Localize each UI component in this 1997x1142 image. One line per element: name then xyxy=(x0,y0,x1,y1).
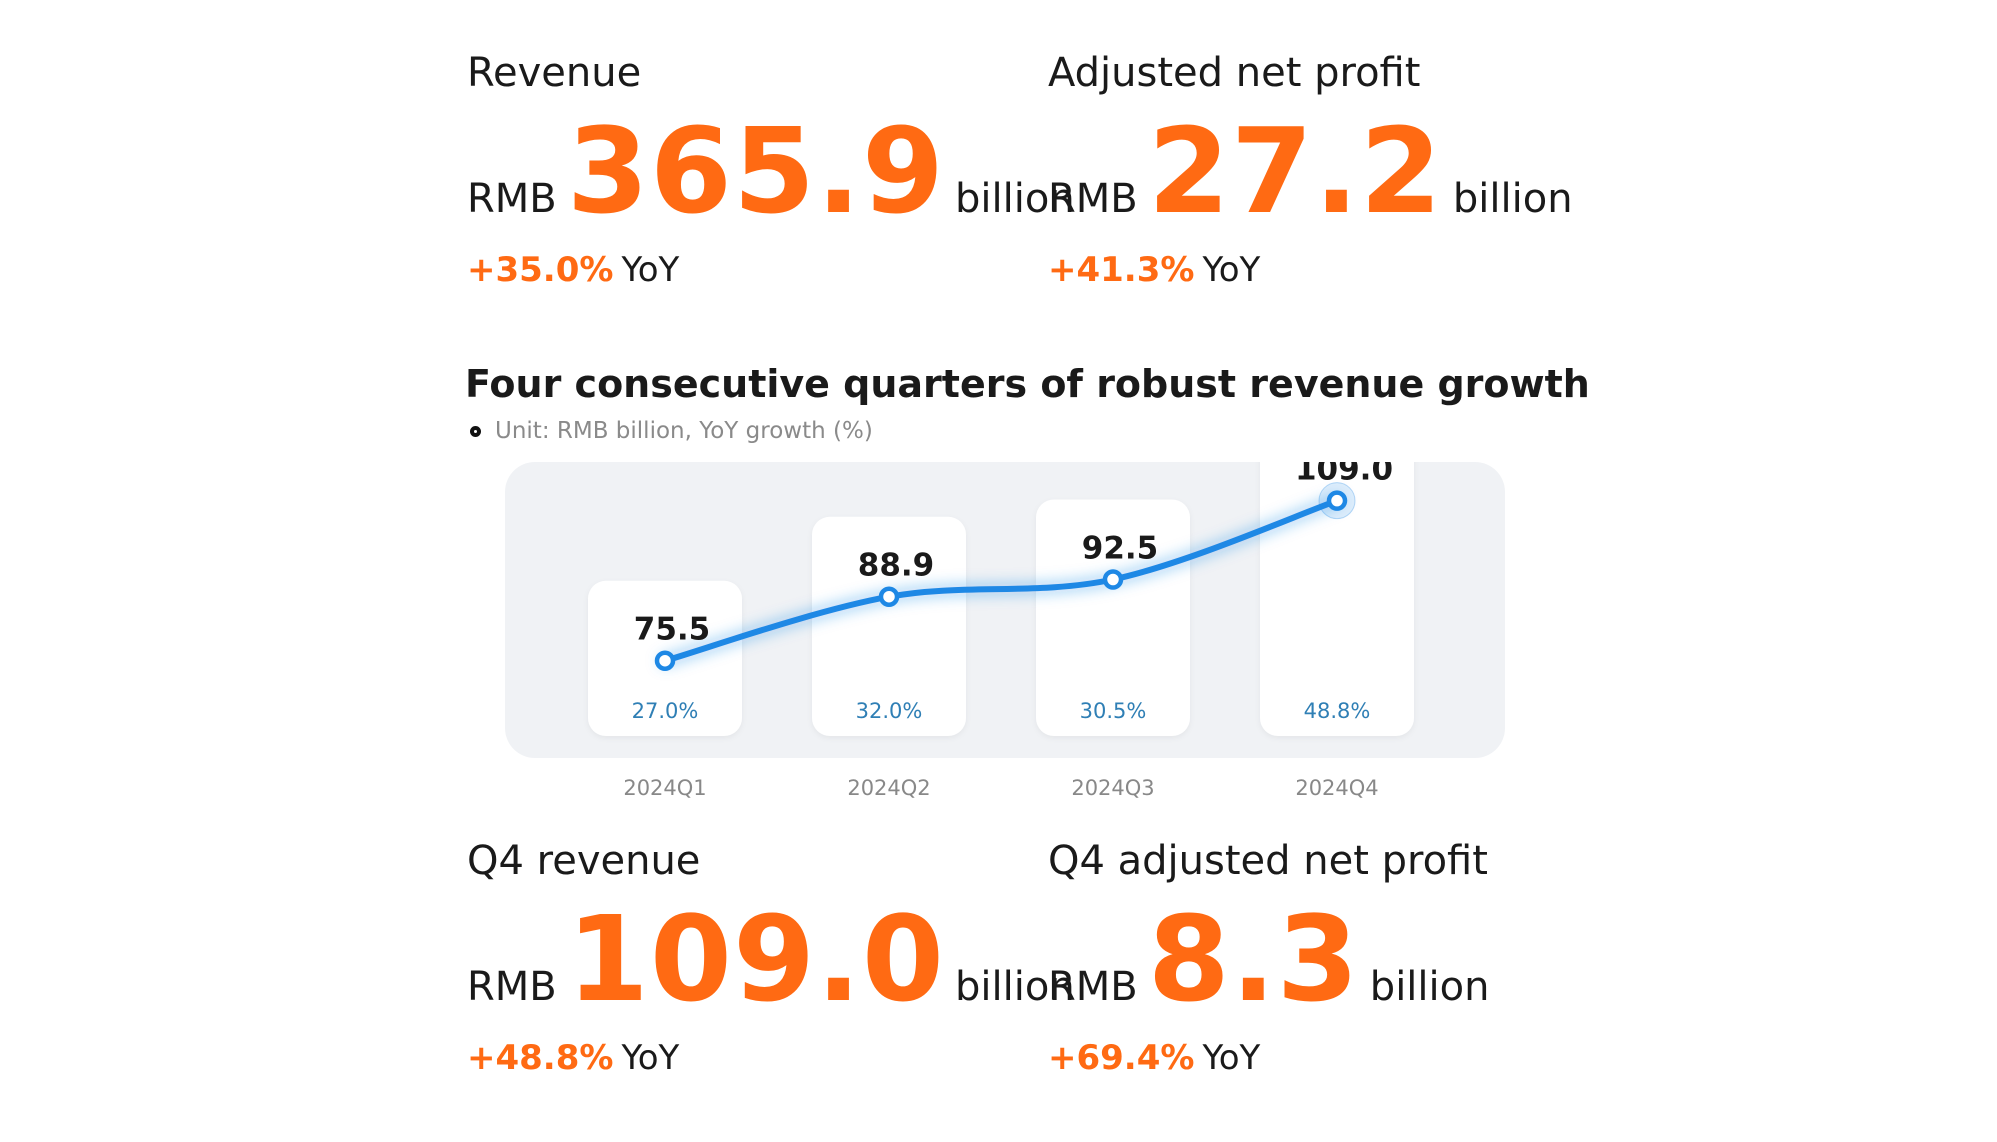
growth-label: 27.0% xyxy=(632,699,699,723)
data-point xyxy=(1326,490,1348,511)
growth-label: 30.5% xyxy=(1080,699,1147,723)
data-point xyxy=(654,650,676,671)
currency-prefix: RMB xyxy=(467,176,557,222)
series-line xyxy=(662,497,1340,664)
metric-value-row: RMB 27.2 billion xyxy=(1048,102,1573,240)
yoy-row: +69.4% YoY xyxy=(1048,1038,1260,1078)
metric-value-row: RMB 365.9 billion xyxy=(467,102,1075,240)
yoy-value: +35.0% xyxy=(467,250,614,290)
metric-value-row: RMB 109.0 billion xyxy=(467,890,1075,1028)
unit-suffix: billion xyxy=(1452,176,1573,222)
metric-label: Revenue xyxy=(467,50,642,96)
growth-label: 48.8% xyxy=(1304,699,1371,723)
x-tick-label: 2024Q2 xyxy=(847,776,930,800)
metric-label: Q4 adjusted net profit xyxy=(1048,838,1488,884)
unit-suffix: billion xyxy=(955,964,1075,1010)
metric-value: 365.9 xyxy=(566,102,945,240)
growth-label: 32.0% xyxy=(856,699,923,723)
metric-value: 109.0 xyxy=(566,890,945,1028)
x-tick-label: 2024Q4 xyxy=(1295,776,1378,800)
chart-legend: Unit: RMB billion, YoY growth (%) xyxy=(470,418,873,444)
value-label: 109.0 xyxy=(1295,462,1393,488)
unit-suffix: billion xyxy=(955,176,1075,222)
x-tick-label: 2024Q3 xyxy=(1071,776,1154,800)
yoy-row: +41.3% YoY xyxy=(1048,250,1260,290)
x-tick-label: 2024Q1 xyxy=(623,776,706,800)
yoy-value: +48.8% xyxy=(467,1038,614,1078)
metric-label: Q4 revenue xyxy=(467,838,701,884)
yoy-row: +48.8% YoY xyxy=(467,1038,679,1078)
yoy-label: YoY xyxy=(1202,1038,1261,1078)
data-labels: 75.5 27.0% 88.9 32.0% 92.5 30.5% 109.0 48.8% xyxy=(632,462,1393,723)
value-label: 92.5 xyxy=(1082,531,1159,567)
value-label: 88.9 xyxy=(858,548,935,584)
data-point xyxy=(1102,569,1124,590)
x-axis-ticks: 2024Q1 2024Q2 2024Q3 2024Q4 xyxy=(623,776,1378,800)
series-points xyxy=(654,482,1356,671)
quarter-card xyxy=(1260,462,1414,736)
yoy-value: +41.3% xyxy=(1048,250,1195,290)
quarter-card xyxy=(812,516,966,736)
yoy-label: YoY xyxy=(1202,250,1261,290)
legend-unit-note: Unit: RMB billion, YoY growth (%) xyxy=(495,418,873,444)
yoy-value: +69.4% xyxy=(1048,1038,1195,1078)
metric-value-row: RMB 8.3 billion xyxy=(1048,890,1489,1028)
unit-suffix: billion xyxy=(1369,964,1490,1010)
data-point xyxy=(878,586,900,607)
currency-prefix: RMB xyxy=(467,964,557,1010)
value-label: 75.5 xyxy=(634,612,711,648)
metric-value: 27.2 xyxy=(1147,102,1443,240)
quarter-card xyxy=(1036,499,1190,736)
legend-marker-icon xyxy=(470,425,481,437)
chart-title: Four consecutive quarters of robust reve… xyxy=(465,362,1590,406)
yoy-label: YoY xyxy=(621,1038,680,1078)
currency-prefix: RMB xyxy=(1048,176,1138,222)
metric-label: Adjusted net profit xyxy=(1048,50,1421,96)
metric-value: 8.3 xyxy=(1147,890,1360,1028)
revenue-growth-chart: 75.5 27.0% 88.9 32.0% 92.5 30.5% 109.0 48.8% 20… xyxy=(505,462,1505,800)
currency-prefix: RMB xyxy=(1048,964,1138,1010)
series-line-group xyxy=(659,494,1343,667)
yoy-row: +35.0% YoY xyxy=(467,250,679,290)
yoy-label: YoY xyxy=(621,250,680,290)
